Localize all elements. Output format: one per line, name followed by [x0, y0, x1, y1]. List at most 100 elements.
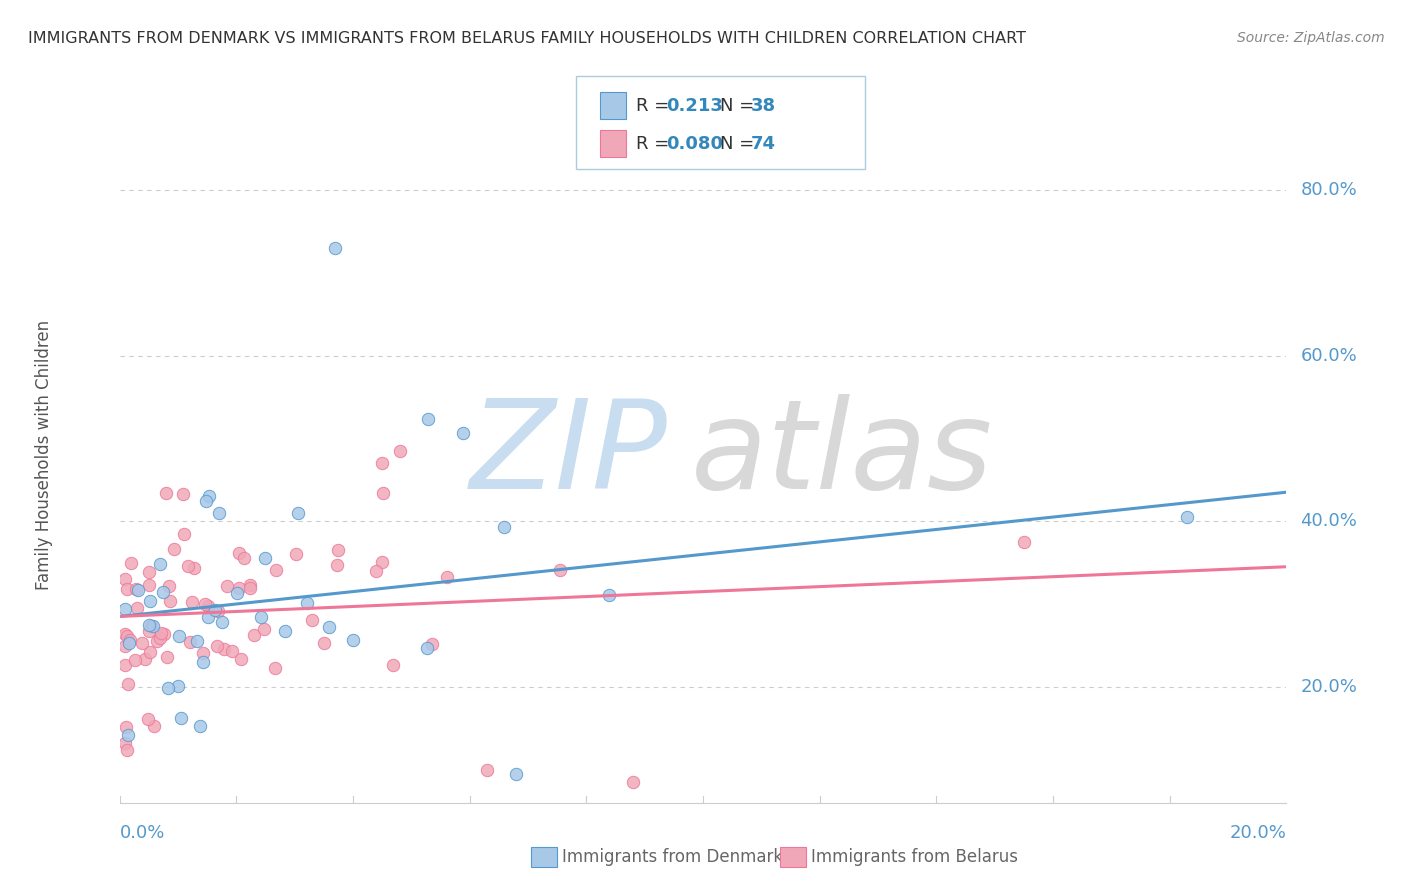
- Text: Immigrants from Denmark: Immigrants from Denmark: [562, 848, 783, 866]
- Point: [114, 736, 136, 750]
- Point: [125, 600, 148, 615]
- Point: [228, 546, 250, 560]
- Point: [243, 628, 266, 642]
- Point: [297, 596, 319, 610]
- Point: [142, 619, 165, 633]
- Text: ZIP: ZIP: [470, 394, 668, 516]
- Text: 38: 38: [751, 96, 776, 115]
- Point: [138, 565, 160, 579]
- Point: [416, 641, 439, 656]
- Point: [156, 681, 179, 695]
- Point: [117, 743, 139, 757]
- Point: [149, 557, 172, 571]
- Point: [118, 636, 141, 650]
- Point: [134, 652, 156, 666]
- Point: [239, 578, 262, 592]
- Point: [494, 520, 516, 534]
- Point: [155, 486, 177, 500]
- Point: [195, 493, 218, 508]
- Point: [131, 636, 153, 650]
- Point: [264, 661, 287, 675]
- Text: IMMIGRANTS FROM DENMARK VS IMMIGRANTS FROM BELARUS FAMILY HOUSEHOLDS WITH CHILDR: IMMIGRANTS FROM DENMARK VS IMMIGRANTS FR…: [28, 31, 1026, 46]
- Point: [318, 620, 340, 634]
- Text: N =: N =: [720, 96, 759, 115]
- Point: [505, 767, 527, 781]
- Point: [416, 412, 439, 426]
- Point: [254, 551, 277, 566]
- Point: [197, 610, 219, 624]
- Point: [114, 627, 136, 641]
- Point: [120, 632, 142, 647]
- Point: [326, 558, 349, 573]
- Point: [598, 588, 620, 602]
- Point: [301, 613, 323, 627]
- Point: [142, 719, 165, 733]
- Point: [250, 610, 273, 624]
- Point: [221, 644, 243, 658]
- Point: [186, 633, 208, 648]
- Point: [181, 595, 204, 609]
- Point: [1175, 510, 1198, 524]
- Point: [239, 582, 262, 596]
- Point: [139, 619, 162, 633]
- Text: 0.0%: 0.0%: [120, 823, 165, 841]
- Point: [149, 632, 172, 646]
- Point: [475, 763, 498, 777]
- Text: R =: R =: [636, 96, 675, 115]
- Point: [117, 677, 139, 691]
- Point: [211, 615, 233, 630]
- Point: [191, 646, 214, 660]
- Point: [125, 582, 148, 596]
- Text: 74: 74: [751, 135, 776, 153]
- Point: [207, 604, 229, 618]
- Point: [342, 633, 364, 648]
- Text: N =: N =: [720, 135, 759, 153]
- Text: 20.0%: 20.0%: [1301, 678, 1357, 696]
- Point: [114, 601, 136, 615]
- Text: 0.213: 0.213: [666, 96, 723, 115]
- Point: [253, 622, 276, 636]
- Point: [194, 598, 217, 612]
- Point: [284, 547, 307, 561]
- Point: [371, 485, 394, 500]
- Point: [120, 556, 142, 570]
- Point: [138, 578, 160, 592]
- Point: [325, 241, 347, 255]
- Point: [548, 563, 571, 577]
- Point: [170, 711, 193, 725]
- Text: Immigrants from Belarus: Immigrants from Belarus: [811, 848, 1018, 866]
- Point: [163, 541, 186, 556]
- Point: [145, 634, 167, 648]
- Text: 0.080: 0.080: [666, 135, 724, 153]
- Point: [172, 487, 194, 501]
- Point: [149, 625, 172, 640]
- Point: [153, 627, 176, 641]
- Point: [451, 425, 474, 440]
- Point: [621, 775, 644, 789]
- Point: [138, 617, 160, 632]
- Point: [226, 586, 249, 600]
- Point: [228, 581, 250, 595]
- Point: [114, 658, 136, 673]
- Point: [388, 443, 411, 458]
- Point: [127, 582, 149, 597]
- Point: [124, 653, 146, 667]
- Point: [212, 642, 235, 657]
- Point: [190, 719, 212, 733]
- Point: [173, 526, 195, 541]
- Point: [204, 603, 226, 617]
- Point: [326, 543, 349, 558]
- Point: [167, 680, 190, 694]
- Point: [156, 649, 179, 664]
- Text: 40.0%: 40.0%: [1301, 512, 1357, 530]
- Point: [381, 658, 404, 673]
- Point: [273, 624, 295, 638]
- Point: [115, 629, 138, 643]
- Point: [233, 550, 256, 565]
- Point: [152, 584, 174, 599]
- Point: [312, 636, 335, 650]
- Point: [139, 594, 162, 608]
- Point: [287, 506, 309, 520]
- Point: [177, 559, 200, 574]
- Point: [169, 629, 191, 643]
